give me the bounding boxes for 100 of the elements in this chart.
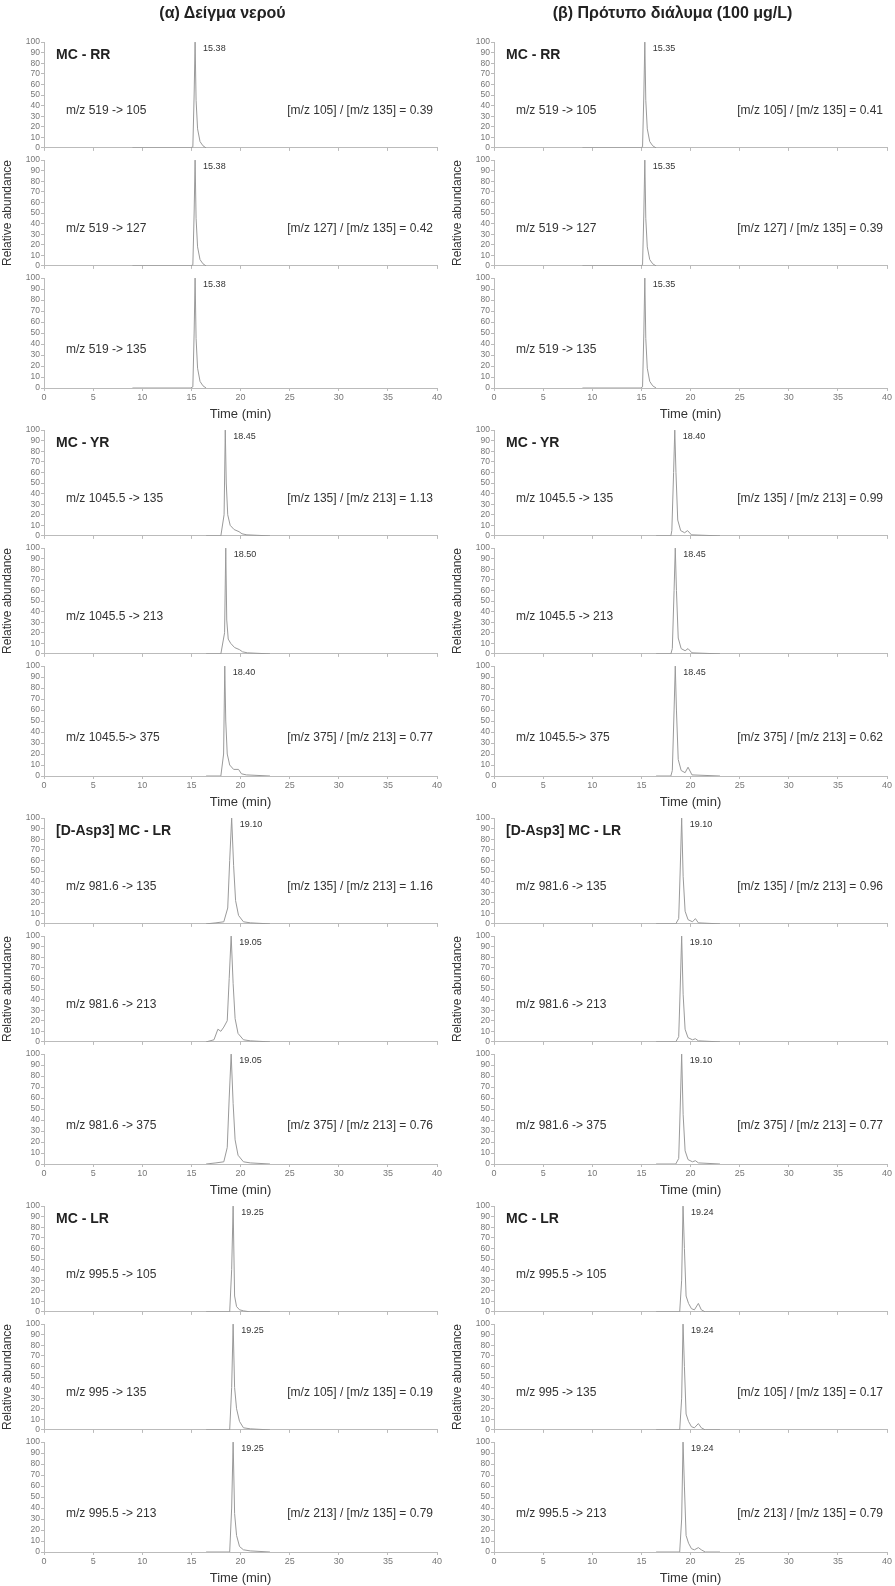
annotation: m/z 981.6 -> 375 [516,1117,607,1132]
y-tick-label: 0 [485,770,491,781]
y-tick-label: 0 [35,1306,41,1317]
y-tick-label: 10 [480,131,491,142]
y-tick-label: 60 [30,316,41,327]
y-tick-label: 90 [30,1211,41,1222]
y-tick-label: 40 [30,1502,41,1513]
y-tick-label: 0 [485,648,491,659]
y-tick-label: 0 [485,530,491,541]
y-tick-label: 20 [30,509,41,520]
annotation: [m/z 127] / [m/z 135] = 0.42 [287,221,434,236]
chart-subtitle: [D-Asp3] MC - LR [506,822,622,839]
y-tick-label: 100 [25,930,41,941]
y-tick-label: 90 [30,165,41,176]
x-tick-label: 15 [636,391,647,402]
y-tick-label: 40 [480,487,491,498]
x-tick-label: 35 [832,391,843,402]
annotation: 18.45 [683,667,706,678]
y-tick-label: 90 [480,671,491,682]
x-tick-label: 25 [284,1167,295,1178]
y-tick-label: 40 [30,1381,41,1392]
x-tick-label: 5 [540,1555,546,1566]
annotation: 19.05 [239,937,262,948]
y-tick-label: 70 [30,1232,41,1243]
y-tick-label: 20 [30,748,41,759]
y-tick-label: 60 [480,1242,491,1253]
y-tick-label: 10 [30,1413,41,1424]
y-tick-label: 90 [480,435,491,446]
annotation: m/z 519 -> 135 [516,341,597,356]
y-tick-label: 90 [480,1447,491,1458]
annotation: m/z 1045.5-> 375 [66,729,161,744]
y-tick-label: 10 [480,1147,491,1158]
y-tick-label: 70 [30,1469,41,1480]
chart-subtitle: MC - RR [56,46,111,63]
x-tick-label: 30 [333,779,344,790]
x-axis-title: Time (min) [659,1181,722,1197]
y-tick-label: 90 [30,553,41,564]
y-tick-label: 40 [30,1263,41,1274]
y-tick-label: 60 [30,704,41,715]
x-tick-label: 10 [587,391,598,402]
x-axis-title: Time (min) [659,793,722,809]
y-tick-label: 30 [30,228,41,239]
annotation: 18.45 [233,431,256,442]
x-tick-label: 25 [284,1555,295,1566]
annotation: m/z 981.6 -> 213 [66,997,157,1012]
y-tick-label: 20 [480,239,491,250]
y-tick-label: 90 [480,47,491,58]
y-tick-label: 50 [30,715,41,726]
y-tick-label: 90 [30,1329,41,1340]
y-tick-label: 80 [480,563,491,574]
y-tick-label: 80 [480,951,491,962]
y-tick-label: 30 [30,1392,41,1403]
y-tick-label: 70 [480,1350,491,1361]
x-tick-label: 35 [382,1555,393,1566]
y-tick-label: 80 [30,175,41,186]
annotation: 15.35 [652,161,676,172]
y-tick-label: 10 [30,637,41,648]
y-tick-label: 60 [30,972,41,983]
x-axis-title: Time (min) [209,1569,272,1585]
annotation: m/z 995.5 -> 213 [516,1505,607,1520]
y-tick-label: 50 [30,1491,41,1502]
y-tick-label: 60 [480,316,491,327]
y-tick-label: 100 [25,424,41,435]
x-tick-label: 20 [685,1167,696,1178]
y-tick-label: 80 [30,951,41,962]
y-tick-label: 60 [30,1360,41,1371]
y-tick-label: 70 [480,186,491,197]
x-tick-label: 20 [685,779,696,790]
y-tick-label: 20 [30,1524,41,1535]
annotation: 18.40 [232,667,256,678]
y-tick-label: 60 [30,584,41,595]
y-tick-label: 80 [30,1458,41,1469]
y-tick-label: 70 [480,305,491,316]
annotation: m/z 981.6 -> 213 [516,997,607,1012]
y-tick-label: 100 [475,424,491,435]
y-tick-label: 90 [480,823,491,834]
x-tick-label: 5 [90,1167,96,1178]
x-tick-label: 40 [881,1555,893,1566]
y-tick-label: 10 [30,1025,41,1036]
y-tick-label: 70 [30,574,41,585]
y-tick-label: 20 [480,509,491,520]
y-tick-label: 30 [30,1125,41,1136]
y-axis-title: Relative abundance [449,547,464,655]
annotation: m/z 981.6 -> 375 [66,1117,157,1132]
x-tick-label: 5 [90,1555,96,1566]
annotation: [m/z 105] / [m/z 135] = 0.39 [287,103,434,118]
y-tick-label: 100 [475,542,491,553]
y-tick-label: 10 [30,131,41,142]
y-axis-title: Relative abundance [449,159,464,267]
y-tick-label: 90 [480,941,491,952]
annotation: m/z 1045.5 -> 213 [516,609,614,624]
y-tick-label: 60 [480,854,491,865]
annotation: [m/z 375] / [m/z 213] = 0.77 [287,729,434,744]
y-tick-label: 100 [25,272,41,283]
x-tick-label: 10 [137,1555,148,1566]
x-axis-title: Time (min) [659,405,722,421]
annotation: 19.05 [239,1055,262,1066]
y-tick-label: 20 [30,1015,41,1026]
y-tick-label: 30 [30,110,41,121]
annotation: m/z 519 -> 127 [66,221,147,236]
